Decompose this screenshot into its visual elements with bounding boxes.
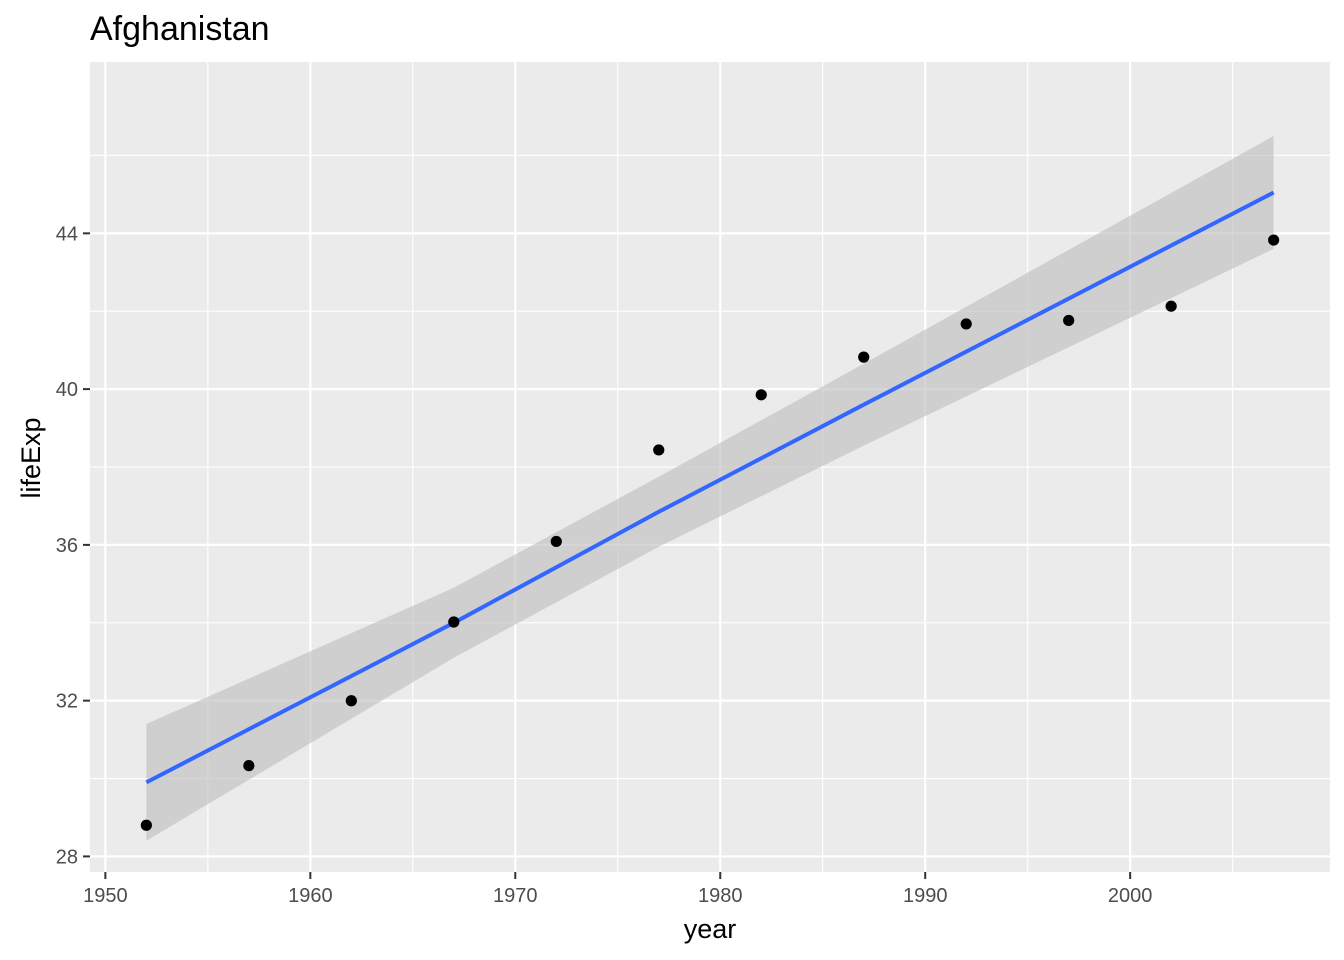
chart-title: Afghanistan: [90, 10, 270, 48]
data-point: [755, 389, 767, 401]
x-axis-ticks: 1950 1960 1970 1980 1990 2000: [83, 872, 1152, 907]
y-tick-label: 44: [56, 223, 78, 245]
data-point: [550, 535, 562, 548]
data-point: [243, 760, 255, 772]
x-tick-label: 2000: [1108, 885, 1153, 907]
data-point: [1268, 234, 1280, 246]
y-axis-ticks: 28 32 36 40 44: [56, 223, 90, 868]
y-tick-label: 40: [56, 379, 78, 401]
y-tick-label: 36: [56, 535, 78, 557]
x-tick-label: 1980: [698, 885, 743, 907]
x-tick-label: 1960: [288, 885, 333, 907]
x-tick-label: 1970: [493, 885, 538, 907]
confidence-band: [146, 136, 1274, 841]
x-tick-label: 1990: [903, 885, 948, 907]
major-gridlines: [90, 62, 1330, 872]
data-point: [140, 819, 152, 831]
data-point: [1165, 300, 1177, 312]
data-point: [448, 616, 460, 628]
data-points: [140, 234, 1280, 831]
x-tick-label: 1950: [83, 885, 128, 907]
data-point: [345, 695, 357, 707]
fit-line: [145, 190, 1275, 785]
data-point: [858, 351, 870, 363]
data-point: [1063, 314, 1075, 327]
x-axis-title: year: [684, 914, 737, 944]
y-tick-label: 28: [56, 846, 78, 868]
data-point: [653, 444, 665, 456]
data-point: [960, 318, 972, 330]
y-axis-title: lifeExp: [16, 417, 46, 498]
y-tick-label: 32: [56, 691, 78, 713]
